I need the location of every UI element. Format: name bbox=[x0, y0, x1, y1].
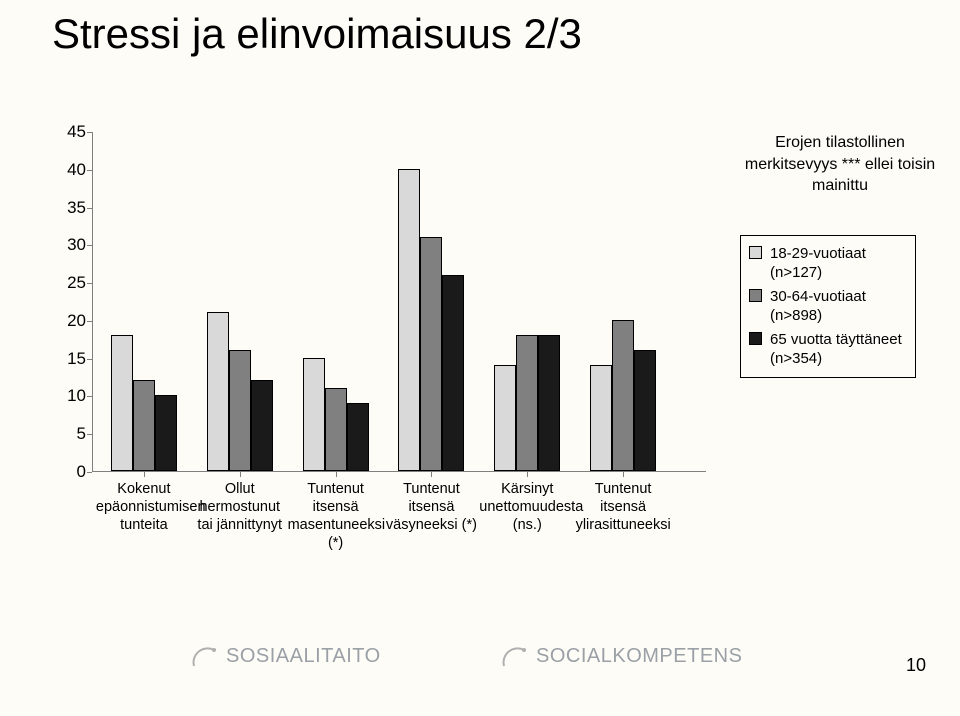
legend-item: 18-29-vuotiaat (n>127) bbox=[749, 244, 907, 283]
bar-group bbox=[111, 335, 177, 471]
legend-swatch bbox=[749, 332, 762, 345]
y-tick-label: 10 bbox=[67, 386, 86, 406]
x-category-label: Kärsinyt unettomuudesta (ns.) bbox=[479, 480, 575, 534]
bar-group bbox=[303, 358, 369, 471]
bar bbox=[303, 358, 325, 471]
x-tick-mark bbox=[623, 472, 624, 477]
bar bbox=[634, 350, 656, 471]
legend-label: 18-29-vuotiaat (n>127) bbox=[770, 244, 907, 283]
legend-label: 65 vuotta täyttäneet (n>354) bbox=[770, 330, 907, 369]
bar-group bbox=[398, 169, 464, 471]
bar-group bbox=[590, 320, 656, 471]
y-tick-label: 40 bbox=[67, 160, 86, 180]
brand-right: SOCIALKOMPETENS bbox=[500, 642, 742, 670]
y-tick-mark bbox=[87, 472, 92, 473]
x-tick-mark bbox=[431, 472, 432, 477]
brand-right-text: SOCIALKOMPETENS bbox=[536, 645, 742, 668]
legend-swatch bbox=[749, 289, 762, 302]
significance-note: Erojen tilastollinen merkitsevyys *** el… bbox=[740, 132, 940, 197]
right-column: Erojen tilastollinen merkitsevyys *** el… bbox=[740, 132, 940, 378]
bar-group bbox=[207, 312, 273, 471]
legend-item: 30-64-vuotiaat (n>898) bbox=[749, 287, 907, 326]
bar bbox=[538, 335, 560, 471]
brand-left: SOSIAALITAITO bbox=[190, 642, 381, 670]
x-category-label: Kokenut epäonnistumisen tunteita bbox=[96, 480, 192, 534]
arc-icon bbox=[190, 642, 218, 670]
bar bbox=[229, 350, 251, 471]
y-tick-label: 30 bbox=[67, 235, 86, 255]
y-tick-label: 20 bbox=[67, 311, 86, 331]
x-tick-mark bbox=[527, 472, 528, 477]
y-tick-label: 35 bbox=[67, 198, 86, 218]
bar bbox=[325, 388, 347, 471]
bar bbox=[347, 403, 369, 471]
x-tick-mark bbox=[336, 472, 337, 477]
x-tick-mark bbox=[144, 472, 145, 477]
bar bbox=[590, 365, 612, 471]
x-category-label: Tuntenut itsensä väsyneeksi (*) bbox=[383, 480, 479, 534]
bar bbox=[398, 169, 420, 471]
bar bbox=[111, 335, 133, 471]
chart-area: 051015202530354045 Kokenut epäonnistumis… bbox=[46, 132, 726, 552]
y-axis: 051015202530354045 bbox=[46, 132, 92, 472]
y-tick-label: 25 bbox=[67, 273, 86, 293]
x-tick-mark bbox=[240, 472, 241, 477]
page-title: Stressi ja elinvoimaisuus 2/3 bbox=[52, 10, 582, 58]
plot-area bbox=[92, 132, 706, 472]
legend-box: 18-29-vuotiaat (n>127) 30-64-vuotiaat (n>… bbox=[740, 235, 916, 378]
bar bbox=[251, 380, 273, 471]
bar bbox=[516, 335, 538, 471]
y-tick-label: 0 bbox=[77, 462, 86, 482]
bar bbox=[207, 312, 229, 471]
y-tick-label: 5 bbox=[77, 424, 86, 444]
bar bbox=[442, 275, 464, 471]
legend-label: 30-64-vuotiaat (n>898) bbox=[770, 287, 907, 326]
y-tick-label: 45 bbox=[67, 122, 86, 142]
footer: SOSIAALITAITO SOCIALKOMPETENS 10 bbox=[0, 616, 960, 716]
y-tick-label: 15 bbox=[67, 349, 86, 369]
page-number: 10 bbox=[906, 655, 926, 676]
x-axis-labels: Kokenut epäonnistumisen tunteitaOllut he… bbox=[92, 478, 706, 568]
x-category-label: Ollut hermostunut tai jännittynyt bbox=[192, 480, 288, 534]
x-category-label: Tuntenut itsensä ylirasittuneeksi bbox=[575, 480, 671, 534]
x-category-label: Tuntenut itsensä masentuneeksi (*) bbox=[288, 480, 384, 553]
bar bbox=[420, 237, 442, 471]
bar bbox=[494, 365, 516, 471]
bar bbox=[133, 380, 155, 471]
brand-left-text: SOSIAALITAITO bbox=[226, 645, 381, 668]
legend-swatch bbox=[749, 246, 762, 259]
bar-group bbox=[494, 335, 560, 471]
legend-item: 65 vuotta täyttäneet (n>354) bbox=[749, 330, 907, 369]
arc-icon bbox=[500, 642, 528, 670]
bar bbox=[155, 395, 177, 471]
bar bbox=[612, 320, 634, 471]
